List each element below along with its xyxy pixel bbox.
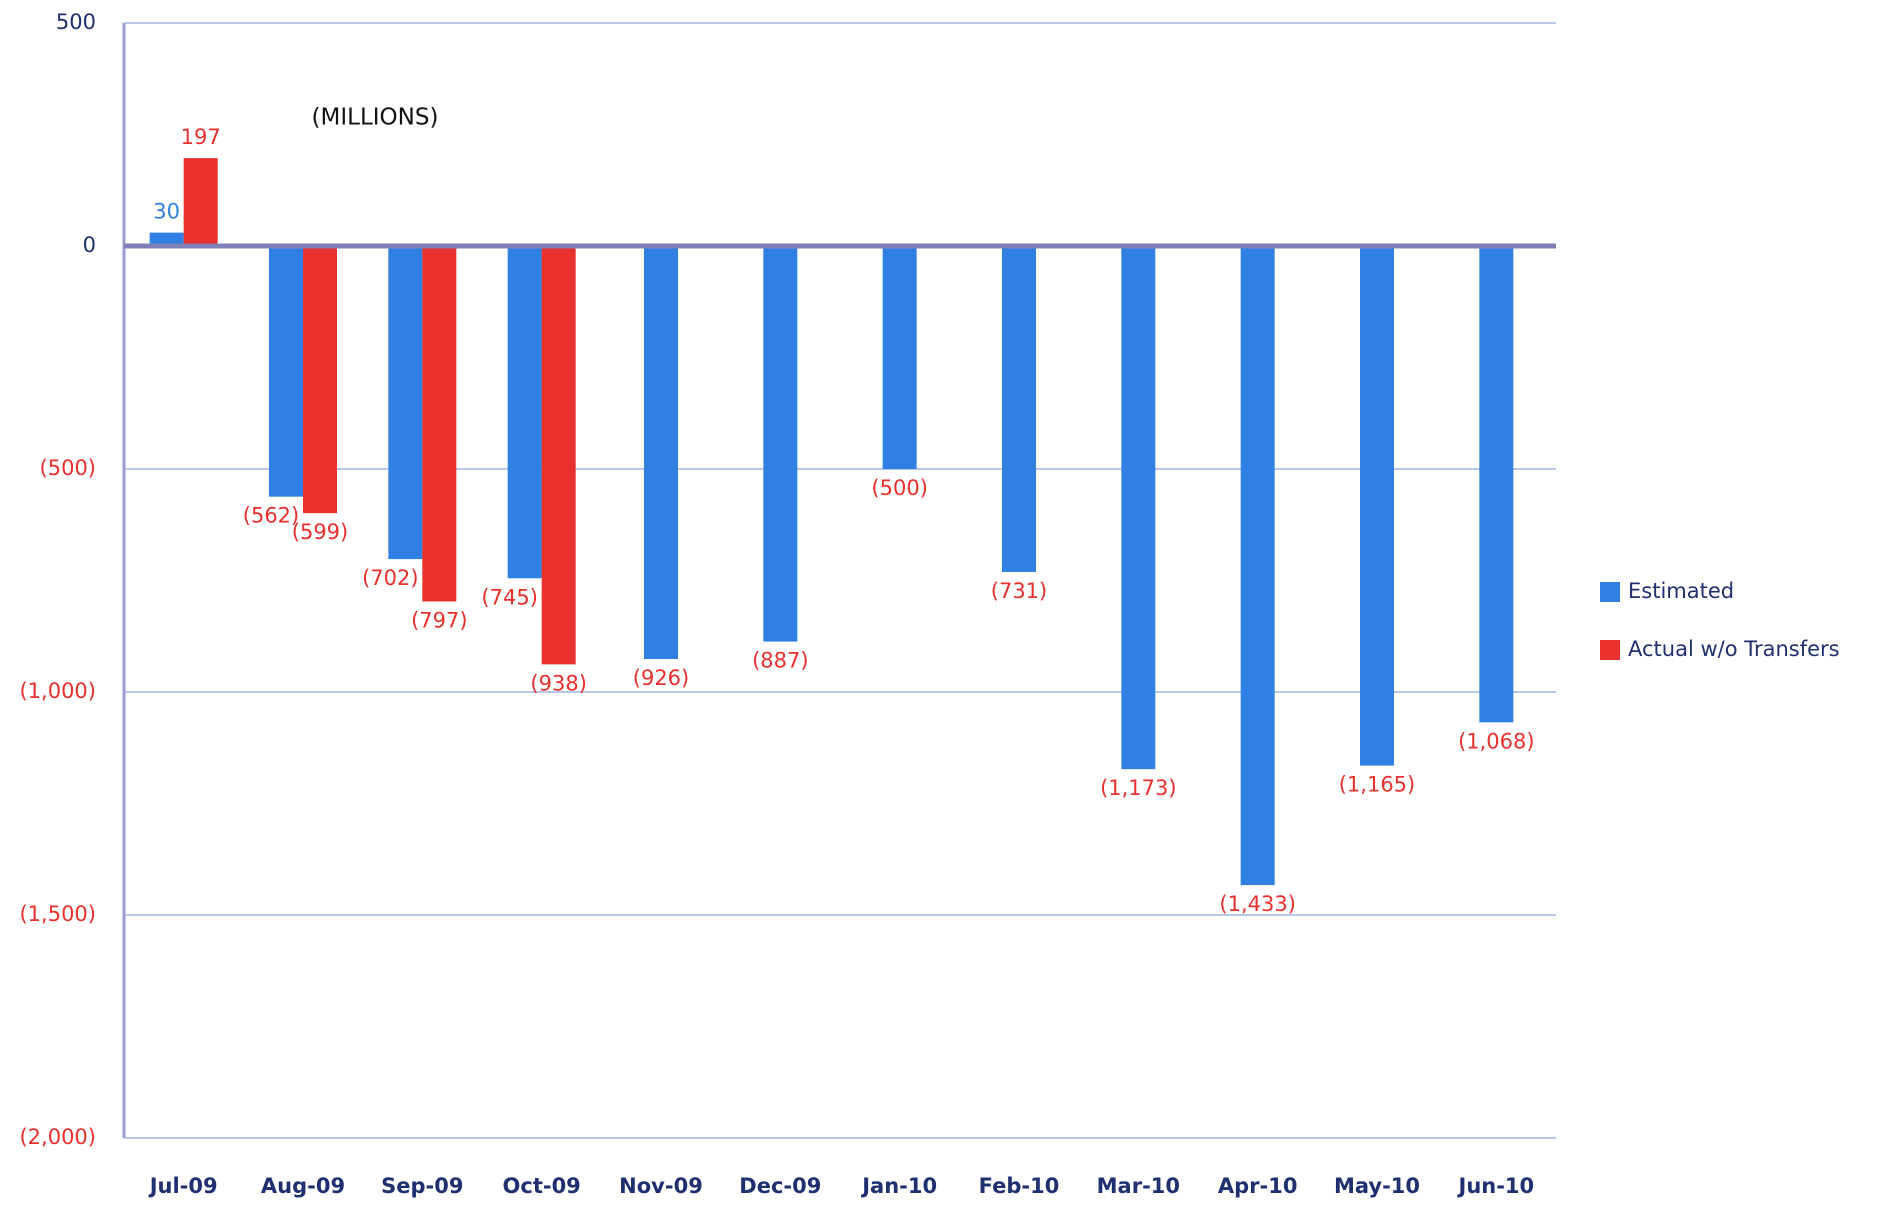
bar: [1479, 246, 1514, 723]
value-label: (926): [633, 666, 689, 690]
value-label: (1,433): [1219, 892, 1296, 916]
x-tick-label: Nov-09: [619, 1174, 703, 1198]
x-tick-label: Mar-10: [1097, 1174, 1180, 1198]
bar: [763, 246, 798, 642]
value-label: (938): [530, 671, 586, 695]
bar: [507, 246, 542, 579]
bar: [1240, 246, 1275, 886]
x-tick-label: Feb-10: [979, 1174, 1060, 1198]
bar: [541, 246, 576, 665]
x-tick-label: Sep-09: [381, 1174, 463, 1198]
x-tick-label: Apr-10: [1218, 1174, 1298, 1198]
bar: [882, 246, 917, 469]
value-label: (887): [752, 649, 808, 673]
y-tick-label: 500: [56, 10, 96, 34]
legend-swatch: [1600, 640, 1620, 660]
bar: [183, 158, 218, 246]
value-label: 30: [153, 200, 180, 224]
bar: [1121, 246, 1156, 770]
value-label: (562): [243, 504, 299, 528]
x-tick-label: Dec-09: [739, 1174, 821, 1198]
y-tick-label: (500): [40, 456, 96, 480]
bar: [149, 232, 184, 246]
x-tick-label: May-10: [1334, 1174, 1420, 1198]
legend-label: Estimated: [1628, 579, 1734, 603]
legend-swatch: [1600, 582, 1620, 602]
bar: [422, 246, 457, 602]
value-label: (797): [411, 608, 467, 632]
bar: [1360, 246, 1394, 766]
value-label: (731): [991, 579, 1047, 603]
x-tick-label: Oct-09: [503, 1174, 581, 1198]
value-label: (1,173): [1100, 776, 1177, 800]
bar: [644, 246, 678, 659]
y-tick-label: (1,500): [19, 902, 96, 926]
y-tick-label: (1,000): [19, 679, 96, 703]
bar: [1002, 246, 1036, 573]
y-tick-label: (2,000): [19, 1125, 96, 1149]
value-label: 197: [181, 125, 221, 149]
x-tick-label: Jul-09: [148, 1174, 218, 1198]
value-label: (1,165): [1339, 773, 1416, 797]
value-label: (745): [481, 585, 537, 609]
bar: [388, 246, 423, 560]
bar: [269, 246, 303, 497]
x-tick-label: Jun-10: [1457, 1174, 1535, 1198]
value-label: (500): [871, 476, 927, 500]
value-label: (599): [292, 520, 348, 544]
value-label: (702): [362, 566, 418, 590]
legend-label: Actual w/o Transfers: [1628, 637, 1840, 661]
bar: [303, 246, 337, 514]
annotation: (MILLIONS): [312, 105, 439, 131]
y-tick-label: 0: [83, 233, 96, 257]
x-tick-label: Jan-10: [860, 1174, 937, 1198]
value-label: (1,068): [1458, 729, 1535, 753]
x-tick-label: Aug-09: [261, 1174, 345, 1198]
